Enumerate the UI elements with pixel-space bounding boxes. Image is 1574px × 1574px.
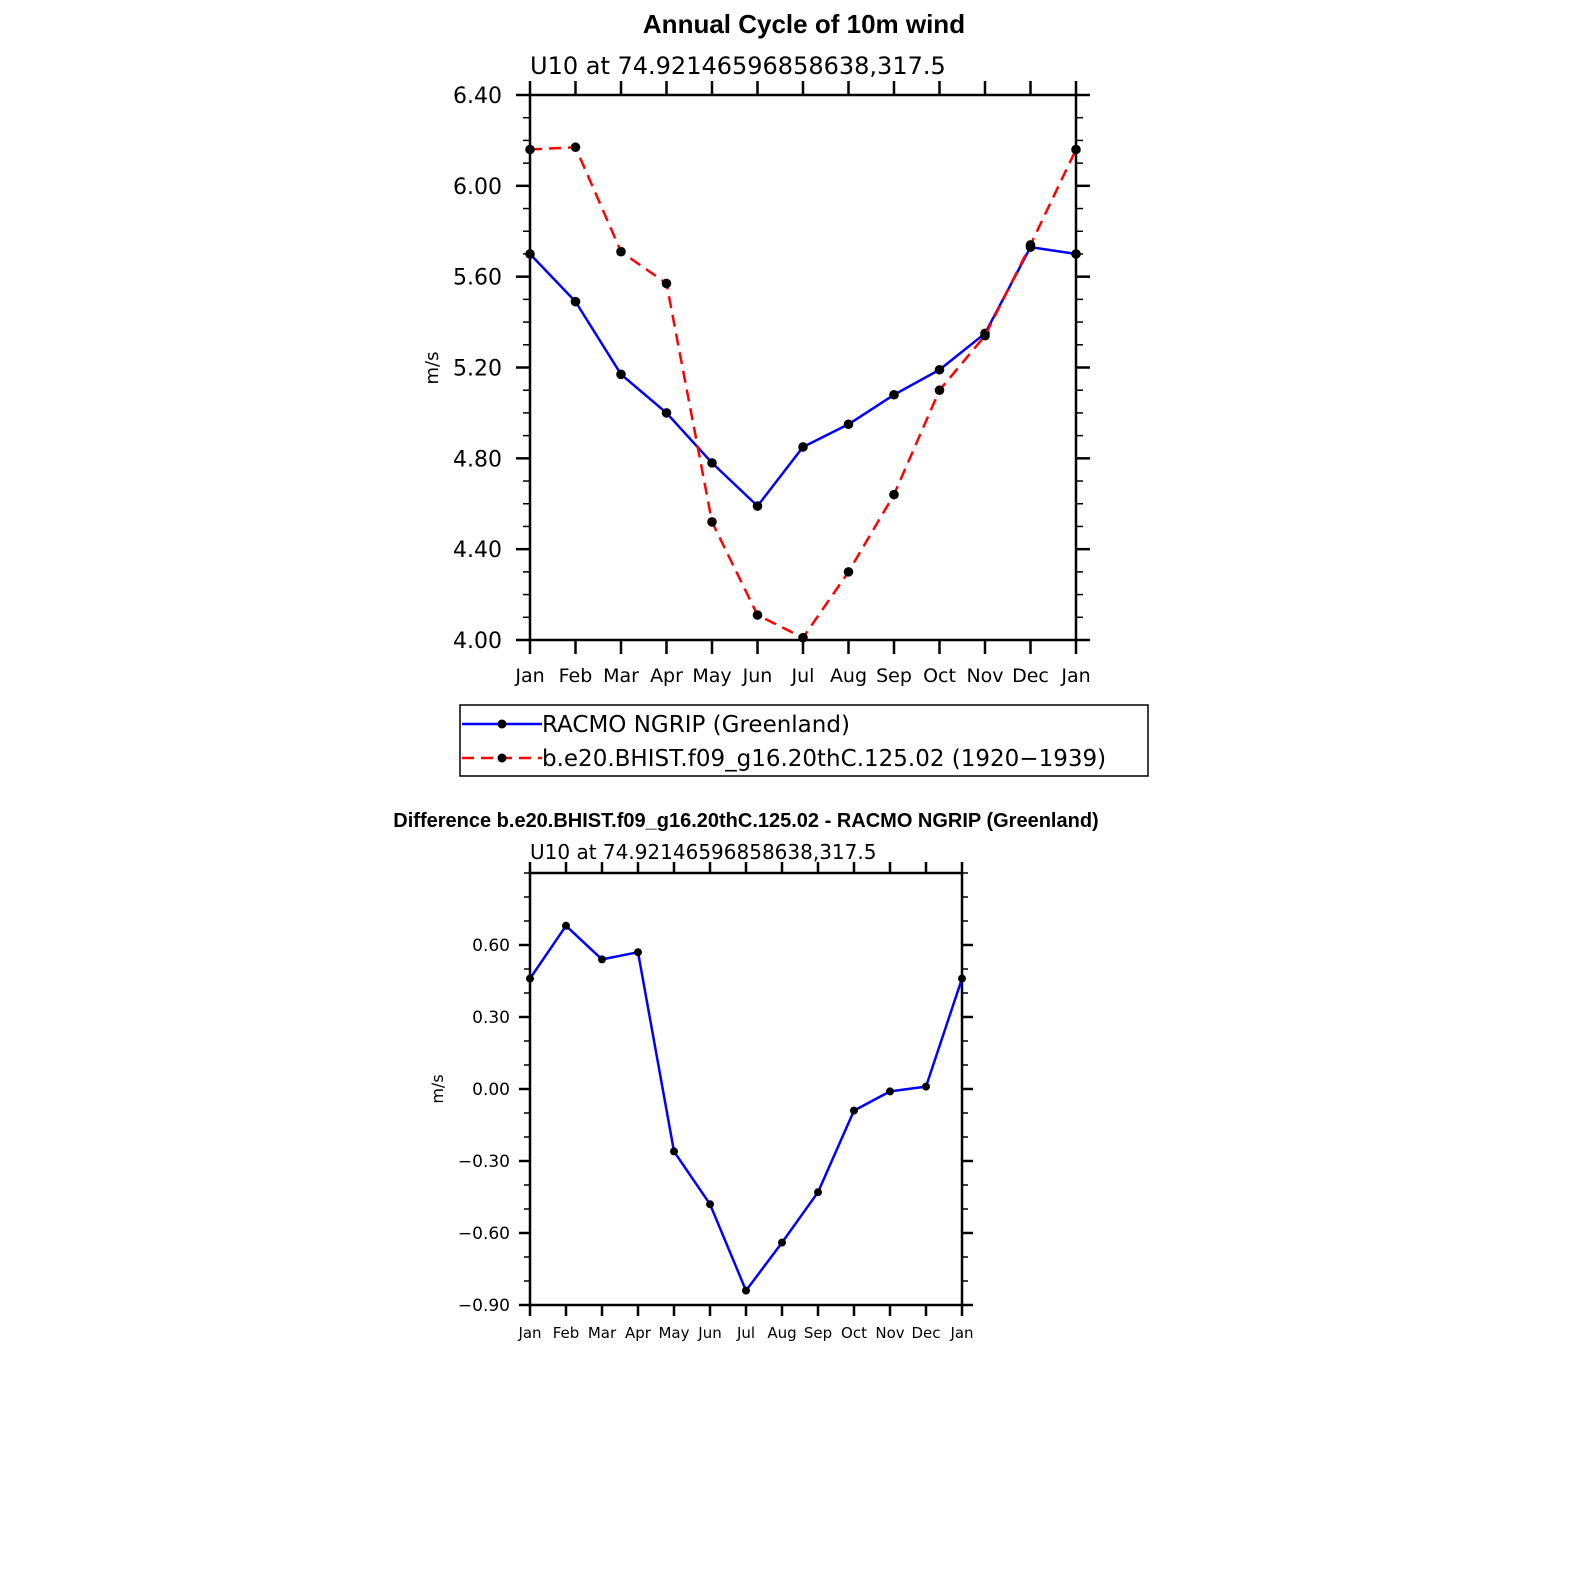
chart-2-title: Difference b.e20.BHIST.f09_g16.20thC.125… (393, 810, 1098, 832)
chart-1-y-tick-label: 4.40 (453, 538, 502, 563)
chart-1-x-tick-label: Mar (603, 665, 639, 687)
chart-1-series-1-point (707, 458, 717, 468)
legend-label-series-1: RACMO NGRIP (Greenland) (542, 712, 850, 738)
chart-1-y-axis-label: m/s (422, 352, 443, 385)
chart-2-y-axis-label: m/s (428, 1074, 447, 1103)
chart-1-plot-frame (528, 93, 1078, 642)
chart-1-x-tick-label: Apr (650, 665, 683, 687)
chart-1-series-1-point (798, 442, 808, 452)
legend-box (459, 704, 1149, 777)
chart-1-y-tick-label: 5.20 (453, 356, 502, 381)
chart-1-x-tick-label: Jan (1060, 665, 1090, 687)
chart-1-y-tick-label: 4.80 (453, 447, 502, 472)
chart-1-series-2-point (798, 632, 808, 643)
chart-1-series-2-point (1071, 144, 1081, 155)
chart-2-x-tick-label: Aug (767, 1324, 796, 1342)
chart-2-plot: Jan Feb Mar Apr May Jun Jul Aug Sep Oct Nov Dec Jan−… (458, 862, 974, 1342)
chart-1-series-2-line (529, 145, 1078, 639)
chart-2-plot-frame (528, 871, 964, 1307)
chart-2-series-1-point (598, 955, 606, 964)
chart-1-series-1-point (934, 364, 945, 375)
chart-2-x-tick-label: Jan (949, 1324, 973, 1342)
chart-1-series-1-line (529, 245, 1077, 508)
chart-1-x-tick-label: Jul (791, 665, 815, 687)
chart-1-series-1-point (661, 408, 672, 418)
chart-1-title: Annual Cycle of 10m wind (643, 9, 965, 39)
chart-1-series-1-point (616, 369, 626, 380)
chart-1-x-tick-label: Aug (830, 665, 867, 687)
chart-1-x-tick-label: Nov (966, 665, 1003, 687)
chart-1-series-2-point (661, 278, 672, 289)
chart-2-series-1-point (562, 921, 570, 930)
chart-2-x-tick-label: May (658, 1324, 689, 1342)
chart-2-subtitle: U10 at 74.92146596858638,317.5 (530, 840, 876, 864)
chart-1-series-2-point (707, 517, 717, 527)
chart-1-y-tick-label: 6.40 (453, 84, 502, 109)
chart-1-series-2-point (1025, 240, 1036, 250)
chart-2-y-tick-label: −0.30 (458, 1152, 510, 1172)
chart-1-y-tick-label: 5.60 (453, 266, 502, 291)
chart-2-x-tick-label: Mar (588, 1324, 617, 1342)
chart-2-series-1-line (528, 924, 964, 1292)
chart-2-series-1-point (850, 1106, 858, 1115)
chart-1-series-2-point (843, 567, 854, 577)
chart-2-x-tick-label: Sep (804, 1324, 832, 1342)
chart-1-series-2-point (616, 246, 626, 257)
chart-1-x-tick-label: Sep (876, 665, 912, 687)
chart-1-y-tick-label: 6.00 (453, 175, 502, 200)
chart-1-series-1-point (752, 501, 763, 511)
chart-1-x-tick-label: Dec (1012, 665, 1049, 687)
chart-2-x-tick-label: Nov (875, 1324, 904, 1342)
chart-2-series-1-point (670, 1147, 678, 1156)
chart-1-series-1-point (889, 389, 899, 400)
chart-1-x-tick-label: Oct (923, 665, 956, 687)
chart-1-series-2-point (570, 142, 581, 153)
chart-1-series-1-point (570, 296, 581, 307)
chart-2-y-tick-label: 0.30 (472, 1008, 510, 1028)
chart-2-y-tick-label: −0.60 (458, 1224, 510, 1244)
legend-marker-series-1 (497, 719, 507, 729)
chart-1-legend: RACMO NGRIP (Greenland) b.e20.BHIST.f09_… (459, 704, 1149, 777)
chart-2-series-1-point (526, 974, 534, 983)
chart-1-series-2-point (525, 144, 535, 155)
chart-2-y-tick-label: −0.90 (458, 1296, 510, 1316)
chart-2-y-tick-label: 0.00 (472, 1080, 510, 1100)
chart-2-x-tick-label: Jun (697, 1324, 721, 1342)
chart-2-series-1-point (886, 1087, 894, 1096)
chart-1-series-1-point (843, 419, 854, 430)
chart-2-series-1-point (958, 974, 966, 983)
chart-1-y-tick-label: 4.00 (453, 629, 502, 654)
chart-1-subtitle: U10 at 74.92146596858638,317.5 (530, 52, 946, 80)
chart-1-x-tick-label: Feb (559, 665, 593, 687)
chart-2-x-tick-label: Feb (553, 1324, 580, 1342)
chart-2-series-1-point (922, 1082, 930, 1091)
legend-marker-series-2 (497, 753, 507, 763)
chart-2-series-1-point (634, 948, 642, 957)
chart-1-series-2-point (980, 330, 990, 341)
chart-2-y-tick-label: 0.60 (472, 936, 510, 956)
chart-1-x-tick-label: Jun (742, 665, 773, 687)
chart-2-series-1-point (778, 1238, 786, 1247)
chart-2-series-1-point (814, 1188, 822, 1197)
chart-1-series-2-point (889, 489, 899, 500)
chart-2-x-tick-label: Dec (911, 1324, 940, 1342)
chart-2-x-tick-label: Oct (841, 1324, 867, 1342)
chart-1-x-tick-label: May (692, 665, 731, 687)
chart-2-x-tick-label: Apr (625, 1324, 652, 1342)
chart-2-x-tick-label: Jan (517, 1324, 541, 1342)
chart-1-series-1-point (525, 249, 535, 259)
legend-label-series-2: b.e20.BHIST.f09_g16.20thC.125.02 (1920−1… (542, 746, 1106, 772)
chart-2-x-tick-label: Jul (736, 1324, 755, 1342)
chart-1-x-tick-label: Jan (514, 665, 544, 687)
chart-2-series-1-point (742, 1286, 750, 1295)
chart-1-plot: Jan Feb Mar Apr May Jun Jul Aug Sep Oct Nov Dec Jan 4… (453, 81, 1091, 687)
chart-1-series-2-point (752, 610, 763, 620)
chart-1-series-1-point (1071, 249, 1081, 259)
chart-1-series-2-point (934, 385, 945, 396)
chart-2-series-1-point (706, 1200, 714, 1209)
